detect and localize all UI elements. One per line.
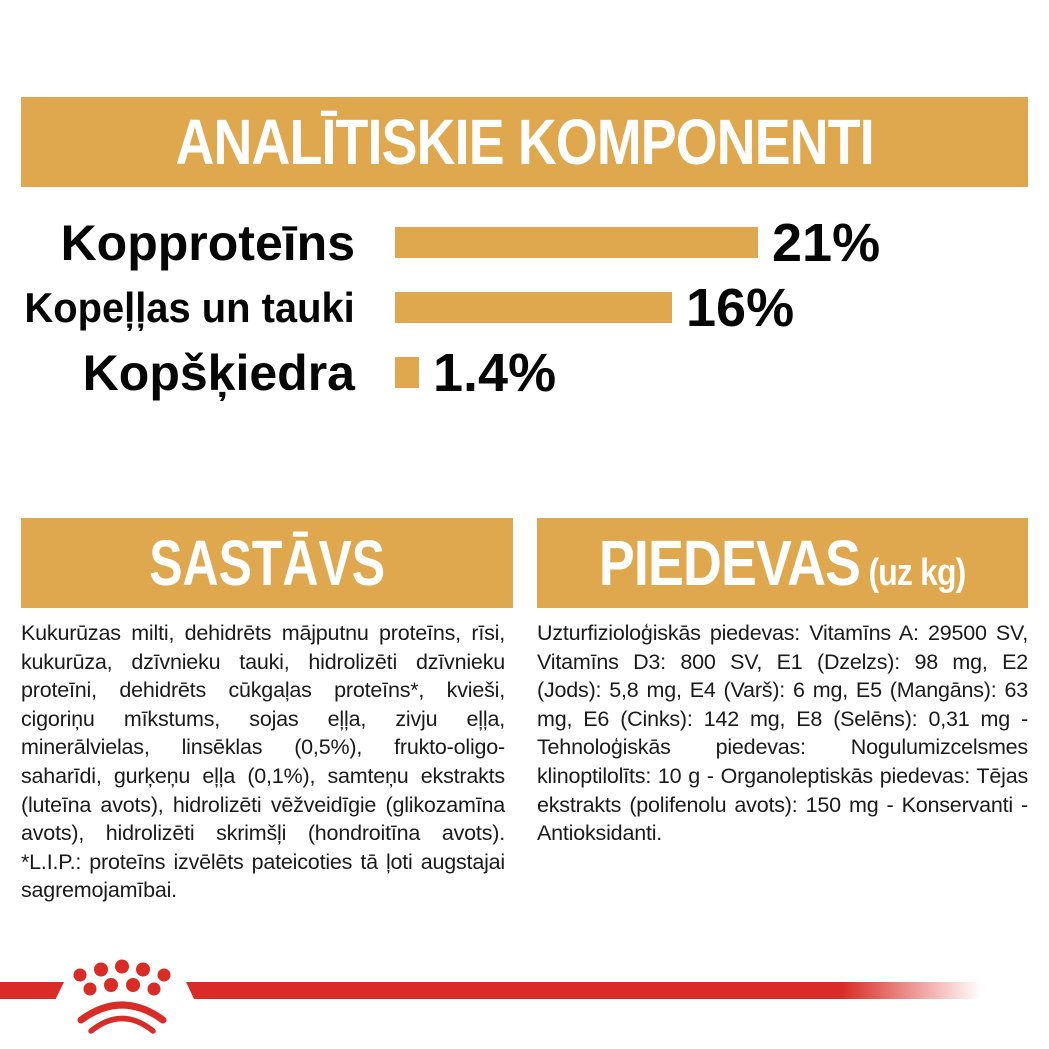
chart-value: 21%: [772, 212, 881, 273]
composition-title: SASTĀVS: [149, 527, 385, 599]
composition-banner: SASTĀVS: [21, 518, 513, 608]
analytical-components-banner: ANALĪTISKIE KOMPONENTI: [21, 97, 1028, 187]
composition-text: Kukurūzas milti, dehidrēts mājputnu prot…: [21, 621, 505, 903]
chart-row-label: Kopšķiedra: [82, 344, 355, 401]
additives-title-suffix: (uz kg): [868, 552, 967, 594]
additives-title: PIEDEVAS: [599, 527, 861, 599]
royal-canin-crown-icon: [73, 959, 171, 1034]
analytical-components-chart: Kopproteīns 21% Kopeļļas un tauki 16% Kopšķi…: [0, 0, 1049, 430]
additives-banner: PIEDEVAS (uz kg): [537, 518, 1028, 608]
footer-red-rule-right: [186, 982, 1006, 999]
chart-row-label: Kopproteīns: [60, 214, 355, 271]
chart-bar: [395, 292, 672, 323]
additives-text: Uzturfizioloģiskās piedevas: Vitamīns A:…: [537, 621, 1028, 846]
chart-row: Kopeļļas un tauki 16%: [0, 277, 1049, 338]
chart-bar: [395, 227, 758, 258]
chart-value: 1.4%: [433, 342, 557, 403]
chart-row-label: Kopeļļas un tauki: [24, 283, 355, 331]
chart-row: Kopšķiedra 1.4%: [0, 342, 1049, 403]
additives-title-group: PIEDEVAS (uz kg): [599, 526, 966, 600]
chart-bar: [395, 357, 419, 388]
chart-row: Kopproteīns 21%: [0, 212, 1049, 273]
analytical-components-title: ANALĪTISKIE KOMPONENTI: [175, 106, 874, 178]
footer-red-rule-left: [0, 982, 64, 999]
chart-value: 16%: [686, 277, 795, 338]
